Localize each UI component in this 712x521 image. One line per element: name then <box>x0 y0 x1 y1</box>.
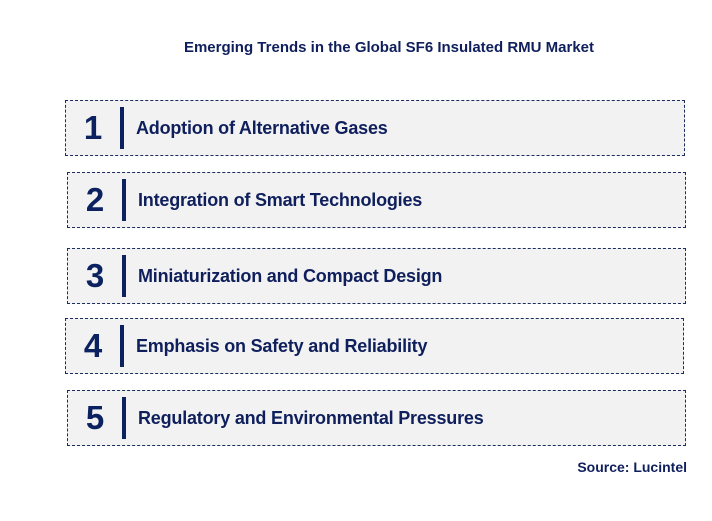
trend-item-5: 5 Regulatory and Environmental Pressures <box>67 390 686 446</box>
divider-bar <box>120 325 124 367</box>
trend-number: 5 <box>85 399 105 436</box>
trend-number: 3 <box>85 257 105 294</box>
trend-label: Miniaturization and Compact Design <box>138 265 443 286</box>
trend-number: 1 <box>83 109 103 146</box>
divider-bar <box>122 179 126 221</box>
trend-number: 4 <box>83 327 103 364</box>
trend-number: 2 <box>85 181 105 218</box>
divider-bar <box>122 255 126 297</box>
source-credit: Source: Lucintel <box>577 459 687 475</box>
divider-bar <box>122 397 126 439</box>
chart-title: Emerging Trends in the Global SF6 Insula… <box>183 39 595 56</box>
trend-item-4: 4 Emphasis on Safety and Reliability <box>65 318 684 374</box>
trend-label: Adoption of Alternative Gases <box>136 117 388 138</box>
trend-item-2: 2 Integration of Smart Technologies <box>67 172 686 228</box>
trend-item-1: 1 Adoption of Alternative Gases <box>65 100 685 156</box>
trend-label: Emphasis on Safety and Reliability <box>136 335 428 356</box>
trend-label: Integration of Smart Technologies <box>138 189 423 210</box>
trend-item-3: 3 Miniaturization and Compact Design <box>67 248 686 304</box>
divider-bar <box>120 107 124 149</box>
trend-label: Regulatory and Environmental Pressures <box>138 407 484 428</box>
